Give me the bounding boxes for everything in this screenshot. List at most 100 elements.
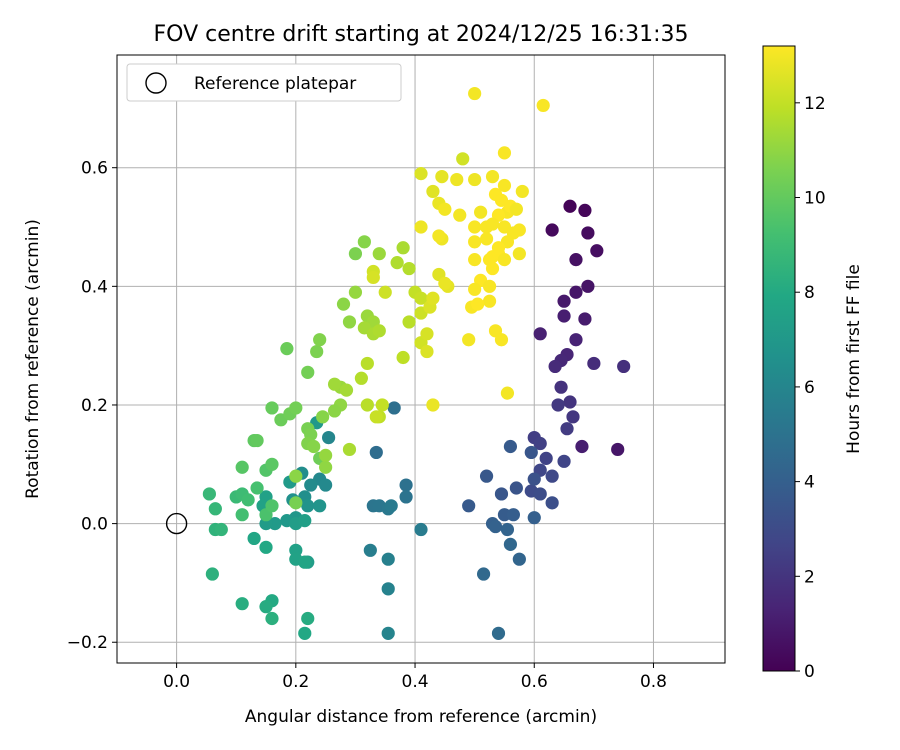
scatter-point xyxy=(298,514,312,528)
scatter-point xyxy=(414,291,428,305)
scatter-point xyxy=(569,285,583,299)
legend-box xyxy=(126,63,402,102)
y-tick-label: 0.2 xyxy=(81,396,108,416)
scatter-point xyxy=(468,235,482,249)
scatter-point xyxy=(581,279,595,293)
x-axis-ticks: 0.0 0.2 0.4 0.6 0.8 xyxy=(163,663,667,692)
y-tick-label: −0.2 xyxy=(67,633,108,653)
legend: Reference platepar xyxy=(126,63,402,102)
chart-title: FOV centre drift starting at 2024/12/25 … xyxy=(154,22,689,47)
scatter-point xyxy=(611,442,625,457)
colorbar-tick-label: 10 xyxy=(804,189,826,209)
scatter-point xyxy=(259,600,273,614)
scatter-point xyxy=(250,433,264,448)
scatter-point xyxy=(560,422,574,436)
scatter-point xyxy=(387,401,401,415)
scatter-point xyxy=(494,333,509,347)
scatter-point xyxy=(310,344,324,359)
scatter-point xyxy=(208,502,222,516)
scatter-point xyxy=(462,333,476,347)
scatter-point xyxy=(497,253,512,267)
scatter-point xyxy=(578,312,592,326)
scatter-point xyxy=(548,359,562,374)
scatter-point xyxy=(289,469,303,483)
scatter-point xyxy=(369,410,383,424)
scatter-point xyxy=(205,567,219,581)
scatter-point xyxy=(322,430,336,445)
plot-area: 0.0 0.2 0.4 0.6 0.8 −0.2 0.0 0.2 0.4 0.6 xyxy=(67,54,726,692)
scatter-point xyxy=(360,356,374,371)
colorbar-tick-label: 4 xyxy=(804,473,815,493)
scatter-point xyxy=(468,220,482,234)
scatter-point xyxy=(569,253,583,267)
scatter-point xyxy=(512,223,526,237)
scatter-point xyxy=(533,487,547,501)
x-tick-label: 0.2 xyxy=(282,672,309,692)
scatter-point xyxy=(289,496,303,510)
scatter-point xyxy=(372,324,386,338)
scatter-point xyxy=(366,270,380,285)
scatter-point xyxy=(298,626,312,640)
scatter-point xyxy=(479,469,494,483)
scatter-point xyxy=(420,327,434,341)
scatter-point xyxy=(298,555,312,569)
scatter-point xyxy=(545,223,559,237)
scatter-point xyxy=(396,350,410,365)
scatter-point xyxy=(474,205,488,219)
scatter-point xyxy=(512,552,526,566)
scatter-point xyxy=(545,496,559,510)
scatter-point xyxy=(545,469,559,483)
scatter-point xyxy=(327,404,342,418)
y-tick-label: 0.0 xyxy=(81,515,108,535)
scatter-point xyxy=(551,398,565,412)
scatter-point xyxy=(533,327,547,341)
scatter-point xyxy=(402,261,416,276)
scatter-point xyxy=(456,152,470,166)
scatter-point xyxy=(590,244,604,258)
scatter-point xyxy=(554,380,568,394)
colorbar-label: Hours from first FF file xyxy=(844,264,864,454)
scatter-point xyxy=(450,172,464,187)
scatter-point xyxy=(235,460,249,474)
scatter-point xyxy=(301,499,315,513)
scatter-point xyxy=(468,282,482,296)
scatter-point xyxy=(390,256,404,270)
scatter-point xyxy=(307,439,321,454)
x-tick-label: 0.0 xyxy=(163,672,190,692)
scatter-point xyxy=(527,472,541,486)
scatter-point xyxy=(259,540,273,554)
scatter-point xyxy=(491,241,506,255)
scatter-point xyxy=(515,184,529,199)
scatter-point xyxy=(327,377,342,391)
plot-background xyxy=(117,55,725,663)
scatter-point xyxy=(280,342,294,356)
scatter-point xyxy=(414,220,428,234)
scatter-point xyxy=(506,508,520,522)
scatter-point xyxy=(438,276,452,290)
scatter-point xyxy=(420,344,434,359)
scatter-point xyxy=(527,511,541,525)
y-tick-label: 0.4 xyxy=(81,277,108,297)
scatter-point xyxy=(503,537,518,551)
scatter-point xyxy=(399,490,413,504)
scatter-point xyxy=(265,611,279,626)
scatter-point xyxy=(247,531,261,546)
scatter-point xyxy=(348,285,363,299)
scatter-point xyxy=(319,460,333,474)
scatter-point xyxy=(557,309,571,323)
scatter-point xyxy=(468,86,482,101)
scatter-point xyxy=(336,297,351,311)
scatter-point xyxy=(497,146,512,160)
scatter-point xyxy=(503,439,518,454)
colorbar-tick-label: 0 xyxy=(804,662,815,682)
scatter-point xyxy=(557,454,571,468)
plot-frame xyxy=(116,54,726,664)
scatter-point xyxy=(316,410,330,424)
x-tick-label: 0.4 xyxy=(402,672,429,692)
scatter-point xyxy=(265,457,279,471)
scatter-point xyxy=(426,398,440,412)
scatter-point xyxy=(435,170,449,184)
scatter-point xyxy=(512,247,526,261)
scatter-point xyxy=(533,436,547,451)
scatter-point xyxy=(453,208,467,222)
